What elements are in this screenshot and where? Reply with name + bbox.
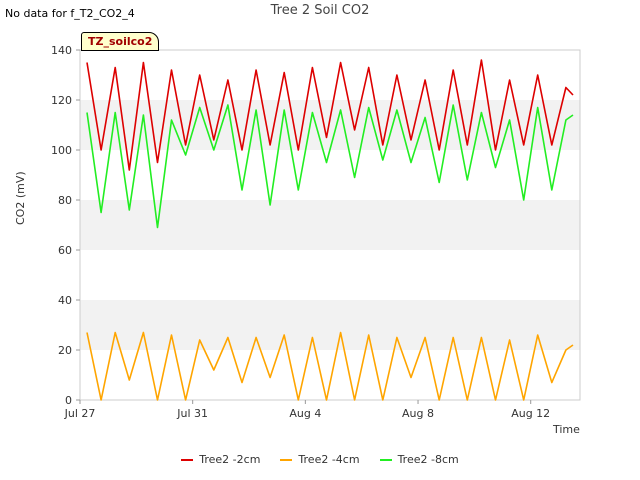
chart-title: Tree 2 Soil CO2 <box>270 3 370 18</box>
x-tick-label: Jul 27 <box>64 407 96 420</box>
y-tick-label: 60 <box>58 244 72 257</box>
legend-swatch-tree2-8cm <box>379 458 392 461</box>
y-tick-label: 80 <box>58 194 72 207</box>
plot-frame <box>79 49 581 401</box>
legend-item-tree2-4cm: Tree2 -4cm <box>280 453 360 466</box>
y-tick-label: 0 <box>65 394 72 407</box>
x-tick-label: Jul 31 <box>176 407 208 420</box>
y-tick-label: 140 <box>51 44 72 57</box>
legend-label-tree2-2cm: Tree2 -2cm <box>199 453 261 466</box>
y-tick-label: 20 <box>58 344 72 357</box>
series-line-tree2-4cm <box>86 331 574 401</box>
legend-label-tree2-4cm: Tree2 -4cm <box>298 453 360 466</box>
grid-band <box>80 200 580 250</box>
dataset-badge: TZ_soilco2 <box>81 32 160 51</box>
legend-label-tree2-8cm: Tree2 -8cm <box>397 453 459 466</box>
grid-band <box>80 300 580 350</box>
no-data-message: No data for f_T2_CO2_4 <box>5 7 135 20</box>
y-tick-label: 40 <box>58 294 72 307</box>
y-tick-label: 100 <box>51 144 72 157</box>
x-tick-label: Aug 8 <box>402 407 434 420</box>
chart-legend: Tree2 -2cm Tree2 -4cm Tree2 -8cm <box>0 453 640 466</box>
y-tick-label: 120 <box>51 94 72 107</box>
x-tick-label: Aug 12 <box>511 407 550 420</box>
series-line-tree2-8cm <box>86 104 574 229</box>
legend-swatch-tree2-2cm <box>181 458 194 461</box>
legend-item-tree2-2cm: Tree2 -2cm <box>181 453 260 466</box>
y-axis-label: CO2 (mV) <box>14 171 27 225</box>
legend-item-tree2-8cm: Tree2 -8cm <box>379 453 459 466</box>
legend-swatch-tree2-4cm <box>280 458 293 461</box>
x-tick-label: Aug 4 <box>289 407 321 420</box>
x-axis-label: Time <box>553 423 580 436</box>
series-line-tree2-2cm <box>86 59 574 171</box>
